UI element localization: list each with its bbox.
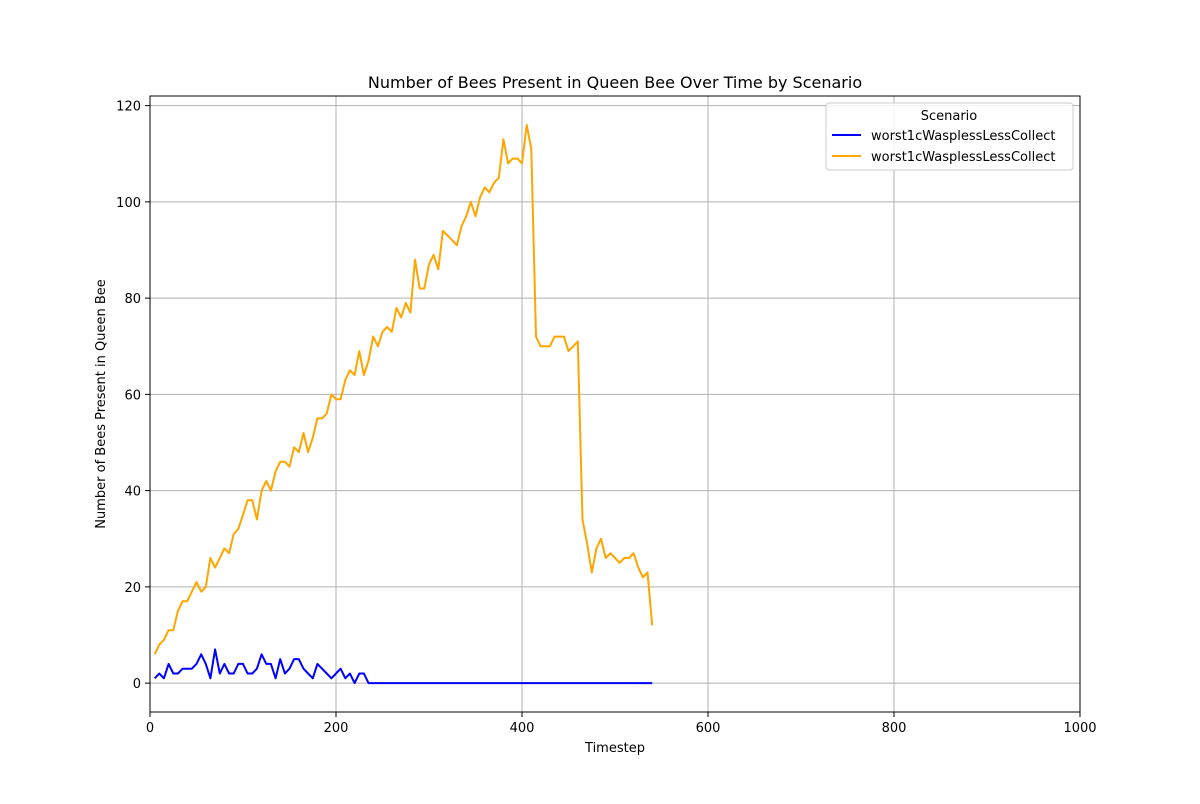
x-axis-label: Timestep [584, 741, 645, 756]
series-line-1 [153, 123, 654, 655]
y-tick-label-6: 120 [116, 100, 141, 115]
y-tick-label-4: 80 [124, 292, 141, 307]
x-tick-label-0: 0 [146, 721, 154, 736]
x-axis-ticks: 0 200 400 600 800 1000 [146, 712, 1097, 736]
x-tick-label-3: 600 [696, 721, 721, 736]
y-tick-label-5: 100 [116, 196, 141, 211]
x-tick-label-5: 1000 [1063, 721, 1096, 736]
legend-label-1: worst1cWasplessLessCollect [871, 150, 1055, 165]
x-tick-label-4: 800 [882, 721, 907, 736]
y-tick-label-0: 0 [133, 677, 141, 692]
y-tick-label-2: 40 [124, 485, 141, 500]
y-tick-label-3: 60 [124, 388, 141, 403]
series-lines [153, 123, 654, 685]
y-axis-ticks: 0 20 40 60 80 100 120 [116, 100, 150, 692]
legend-title: Scenario [921, 109, 978, 124]
grid [149, 96, 1081, 712]
legend-label-0: worst1cWasplessLessCollect [871, 129, 1055, 144]
y-axis-label: Number of Bees Present in Queen Bee [94, 279, 109, 528]
chart-title: Number of Bees Present in Queen Bee Over… [368, 73, 862, 92]
series-line-0 [153, 648, 653, 685]
x-tick-label-1: 200 [324, 721, 349, 736]
y-tick-label-1: 20 [124, 581, 141, 596]
x-tick-label-2: 400 [510, 721, 535, 736]
legend-box [825, 102, 1074, 171]
legend: Scenario worst1cWasplessLessCollect wors… [825, 102, 1074, 171]
plot-frame [149, 95, 1081, 713]
